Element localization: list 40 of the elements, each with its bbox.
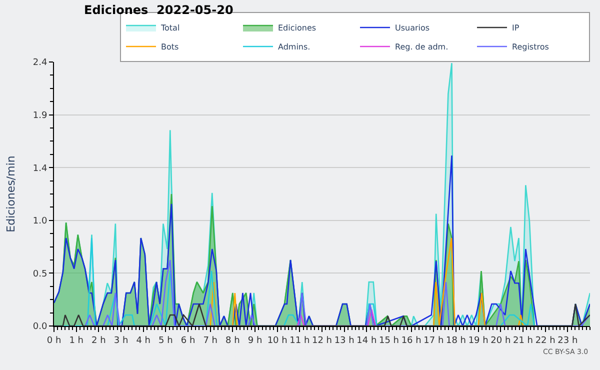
- x-tick-label: 20 h: [490, 336, 511, 346]
- x-tick-label: 19 h: [468, 336, 488, 346]
- x-tick-label: 11 h: [290, 336, 310, 346]
- y-tick-label: 1.0: [32, 216, 48, 227]
- x-tick-label: 1 h: [69, 336, 84, 346]
- legend-label: Registros: [512, 42, 549, 52]
- legend-label: IP: [512, 24, 520, 33]
- x-tick-label: 7 h: [203, 336, 218, 346]
- y-tick-label: 1.4: [32, 164, 48, 174]
- x-tick-label: 12 h: [312, 336, 332, 346]
- x-tick-label: 23 h: [558, 336, 578, 346]
- legend-label: Admins.: [278, 42, 310, 52]
- y-axis-title: Ediciones/min: [4, 156, 18, 232]
- x-tick-label: 22 h: [535, 336, 556, 346]
- x-tick-label: 13 h: [334, 336, 354, 346]
- chart-title: Ediciones 2022-05-20: [84, 2, 234, 17]
- x-tick-label: 16 h: [401, 336, 422, 346]
- legend-label: Bots: [161, 42, 179, 52]
- x-tick-label: 4 h: [136, 336, 150, 346]
- legend-label: Usuarios: [395, 24, 430, 33]
- x-tick-label: 14 h: [356, 336, 377, 346]
- legend-label: Ediciones: [278, 24, 316, 33]
- x-tick-label: 0 h: [46, 336, 62, 346]
- x-tick-label: 5 h: [158, 336, 173, 346]
- x-tick-label: 21 h: [512, 336, 534, 346]
- y-tick-label: 2.4: [32, 58, 48, 68]
- y-tick-label: 0.0: [32, 322, 48, 332]
- x-tick-label: 17 h: [424, 336, 444, 346]
- x-tick-label: 9 h: [248, 336, 262, 346]
- x-tick-label: 3 h: [114, 336, 128, 346]
- legend-label: Reg. de adm.: [395, 42, 448, 52]
- x-tick-label: 8 h: [226, 336, 240, 346]
- y-tick-label: 1.9: [32, 110, 48, 121]
- x-tick-label: 6 h: [180, 336, 196, 346]
- x-tick-label: 10 h: [267, 336, 288, 346]
- x-tick-label: 2 h: [92, 336, 106, 346]
- x-tick-label: 15 h: [378, 336, 400, 346]
- x-tick-label: 18 h: [446, 336, 466, 346]
- legend-label: Total: [160, 24, 180, 33]
- y-tick-label: 0.5: [32, 269, 48, 280]
